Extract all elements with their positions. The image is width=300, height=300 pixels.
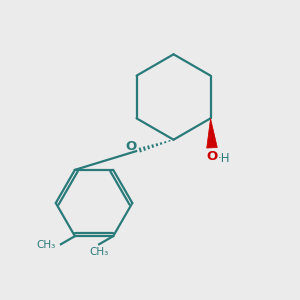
Polygon shape [207, 118, 217, 148]
Text: O: O [206, 149, 218, 163]
Text: CH₃: CH₃ [36, 240, 56, 250]
Text: CH₃: CH₃ [89, 248, 109, 257]
Text: ·H: ·H [218, 152, 231, 166]
Text: O: O [125, 140, 136, 153]
